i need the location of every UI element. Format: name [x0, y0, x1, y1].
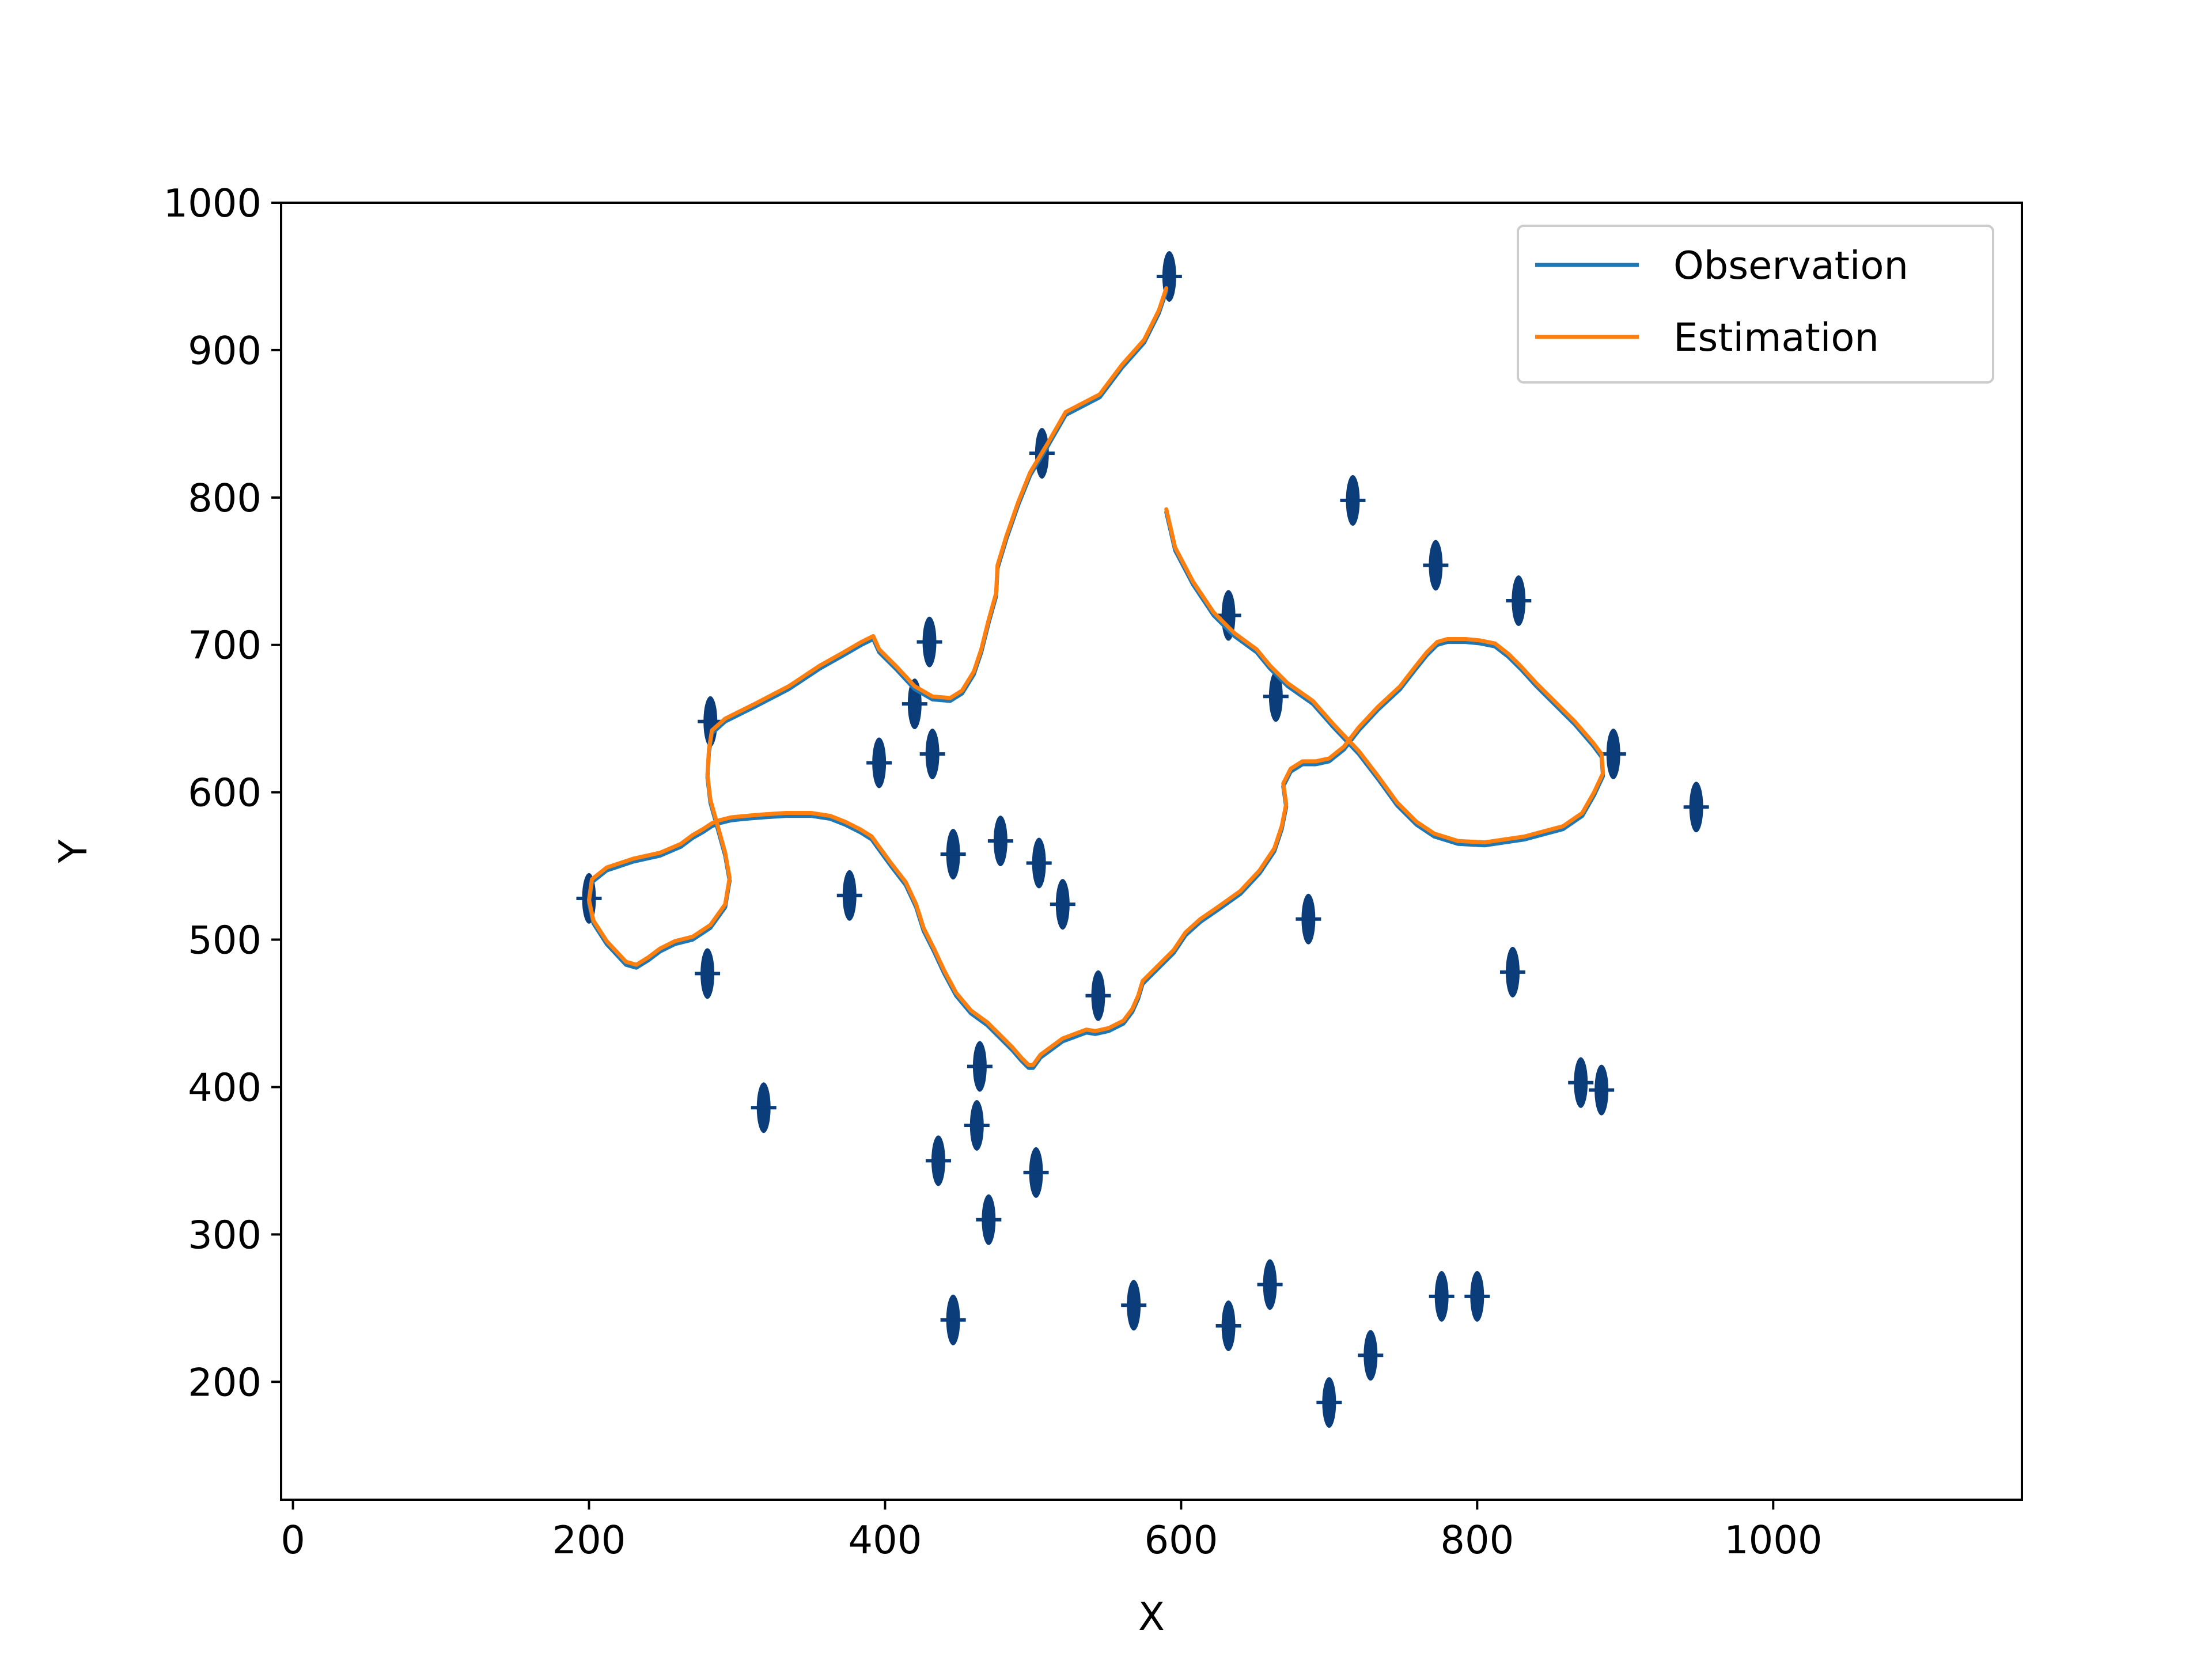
- landmark-marker: [751, 1082, 777, 1133]
- y-tick-label: 700: [188, 623, 262, 668]
- landmark-marker: [1423, 540, 1449, 591]
- x-tick-label: 0: [281, 1518, 305, 1563]
- landmark-marker: [1506, 575, 1532, 626]
- landmark-marker: [1085, 970, 1111, 1021]
- landmark-marker: [925, 1135, 951, 1186]
- y-tick-label: 800: [188, 476, 262, 521]
- landmark-marker: [976, 1194, 1002, 1245]
- x-tick-label: 1000: [1724, 1518, 1823, 1563]
- landmark-marker: [1500, 946, 1526, 998]
- landmark-marker: [940, 1294, 966, 1345]
- landmark-marker: [1568, 1057, 1594, 1108]
- landmark-marker: [1050, 879, 1075, 930]
- landmark-marker: [987, 816, 1013, 867]
- landmark-marker: [940, 829, 966, 880]
- landmark-layer: [576, 251, 1709, 1428]
- landmark-marker: [1358, 1330, 1384, 1381]
- x-axis-ticks: 0 200 400 600 800 1000: [281, 1500, 1823, 1563]
- legend-label-estimation: Estimation: [1673, 315, 1879, 360]
- series-line-estimation: [587, 286, 1605, 1067]
- y-tick-label: 400: [188, 1065, 262, 1110]
- landmark-marker: [695, 948, 721, 999]
- legend-label-observation: Observation: [1673, 243, 1908, 288]
- landmark-marker: [916, 616, 942, 668]
- landmark-marker: [1600, 729, 1626, 780]
- landmark-marker: [1215, 1300, 1241, 1352]
- x-axis-label: X: [1138, 1594, 1165, 1639]
- landmark-marker: [1464, 1271, 1490, 1322]
- landmark-marker: [964, 1099, 990, 1151]
- y-tick-label: 1000: [163, 181, 262, 226]
- landmark-marker: [1429, 1271, 1455, 1322]
- landmark-marker: [1121, 1280, 1147, 1331]
- landmark-marker: [1263, 671, 1289, 722]
- landmark-marker: [1023, 1147, 1049, 1198]
- legend: Observation Estimation: [1517, 225, 1994, 384]
- landmark-marker: [1683, 782, 1709, 833]
- landmark-marker: [1026, 837, 1052, 889]
- y-tick-label: 900: [188, 328, 262, 373]
- y-axis-ticks: 200 300 400 500 600 700 800 900 1000: [163, 181, 281, 1405]
- landmark-marker: [919, 729, 945, 780]
- y-axis-label: Y: [51, 839, 96, 863]
- x-tick-label: 200: [552, 1518, 626, 1563]
- landmark-marker: [1296, 893, 1321, 945]
- series-layer: [587, 286, 1605, 1070]
- x-tick-label: 400: [849, 1518, 922, 1563]
- y-tick-label: 600: [188, 771, 262, 816]
- landmark-marker: [1340, 475, 1366, 526]
- y-tick-label: 500: [188, 918, 262, 963]
- landmark-marker: [866, 737, 892, 788]
- landmark-marker: [1257, 1259, 1283, 1310]
- y-tick-label: 300: [188, 1212, 262, 1257]
- plot-frame: [280, 202, 2023, 1501]
- y-tick-label: 200: [188, 1360, 262, 1405]
- landmark-marker: [1316, 1377, 1342, 1428]
- x-tick-label: 600: [1144, 1518, 1218, 1563]
- landmark-marker: [967, 1041, 993, 1092]
- x-tick-label: 800: [1440, 1518, 1514, 1563]
- landmark-marker: [836, 870, 862, 921]
- landmark-marker: [1589, 1064, 1615, 1116]
